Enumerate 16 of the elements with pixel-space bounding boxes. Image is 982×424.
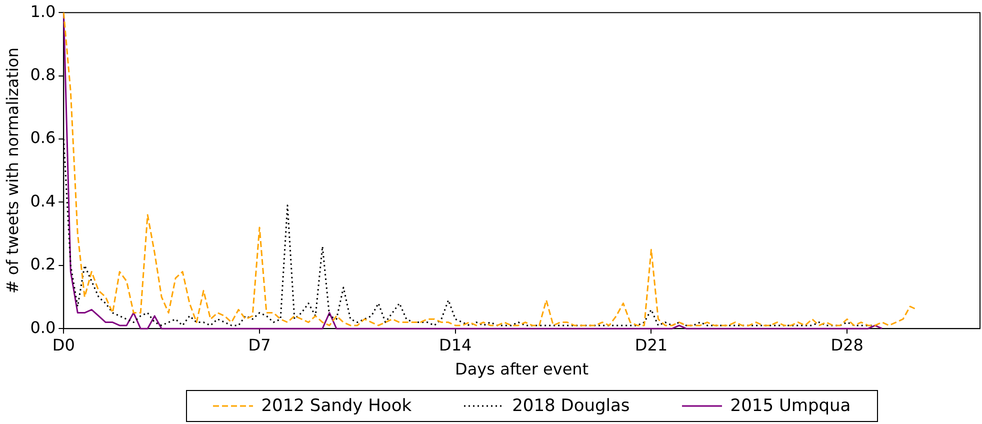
x-axis-title: Days after event [455, 360, 589, 379]
x-tick-label: D0 [52, 335, 75, 354]
y-tick-label: 0.6 [30, 128, 56, 148]
x-tick-label: D14 [439, 335, 472, 354]
y-tick-label: 0.0 [30, 318, 56, 337]
y-tick-label: 0.8 [30, 64, 56, 84]
x-tick-label: D21 [634, 335, 668, 354]
y-axis-title: # of tweets with normalization [2, 48, 22, 294]
y-tick-label: 0.2 [30, 254, 56, 274]
y-tick-label: 1.0 [30, 2, 56, 21]
x-tick-label: D28 [830, 335, 864, 354]
legend-label: 2018 Douglas [512, 396, 630, 416]
x-tick-label: D7 [248, 335, 271, 354]
legend-label: 2015 Umpqua [730, 396, 851, 416]
legend-label: 2012 Sandy Hook [261, 396, 412, 416]
y-tick-label: 0.4 [30, 191, 56, 210]
